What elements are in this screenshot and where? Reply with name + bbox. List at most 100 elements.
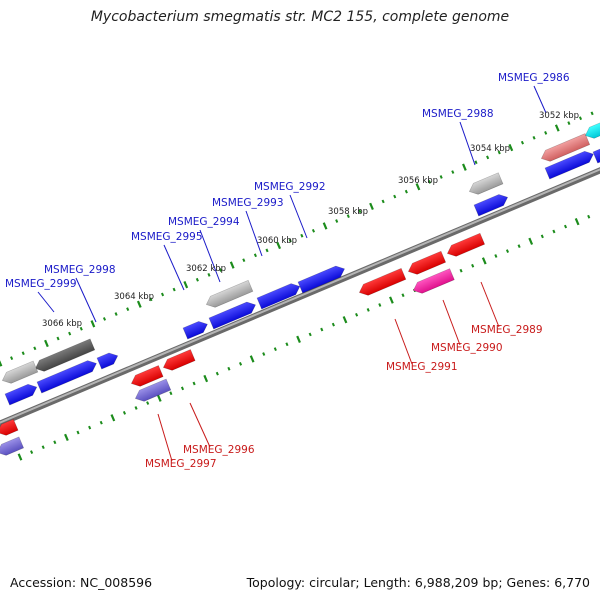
scale-tick: [76, 430, 80, 435]
gene-arrow: [96, 352, 119, 370]
scale-tick: [335, 219, 339, 223]
scale-tick: [219, 268, 223, 272]
scale-tick: [192, 381, 196, 386]
scale-tick: [528, 237, 534, 245]
gene-label: MSMEG_2999: [5, 278, 77, 290]
scale-tick: [99, 420, 103, 425]
scale-label: 3054 kbp: [470, 144, 510, 154]
gene-arrow: [544, 150, 594, 180]
gene-label: MSMEG_2991: [386, 361, 458, 373]
gene-arrow: [182, 321, 208, 340]
callout-line: [163, 244, 185, 291]
scale-tick: [249, 355, 255, 363]
scale-tick: [242, 258, 246, 263]
gene-block: [584, 120, 600, 139]
gene-block: [412, 268, 455, 294]
callout-line: [157, 413, 173, 462]
scale-tick: [497, 150, 501, 155]
scale-tick: [342, 316, 348, 324]
scale-tick: [358, 209, 362, 214]
gene-block: [540, 133, 591, 162]
scale-tick: [88, 425, 92, 430]
gene-arrow: [0, 418, 19, 436]
scale-tick: [563, 224, 568, 229]
callout-line: [394, 318, 413, 365]
scale-tick: [172, 287, 176, 292]
scale-tick: [404, 189, 408, 194]
scale-tick: [322, 222, 328, 230]
scale-tick: [134, 406, 138, 410]
scale-tick: [366, 308, 370, 312]
gene-arrow: [208, 301, 256, 330]
scale-tick: [462, 163, 467, 171]
accession-text: Accession: NC_008596: [10, 575, 153, 590]
genome-info-text: Topology: circular; Length: 6,988,209 bp…: [246, 575, 590, 590]
callout-line: [75, 277, 97, 323]
scale-tick: [459, 268, 463, 273]
scale-tick: [79, 326, 83, 331]
scale-tick: [114, 312, 118, 316]
callout-line: [37, 291, 55, 313]
gene-block: [0, 436, 25, 456]
scale-tick: [544, 131, 548, 135]
scale-tick: [30, 450, 34, 454]
scale-tick: [481, 257, 487, 265]
scale-tick: [369, 202, 374, 210]
genome-title: Mycobacterium smegmatis str. MC2 155, co…: [90, 9, 510, 25]
gene-label: MSMEG_2990: [431, 342, 503, 354]
scale-label: 3066 kbp: [42, 319, 82, 329]
gene-arrow: [473, 194, 509, 217]
gene-block: [134, 378, 172, 402]
scale-tick: [53, 440, 57, 445]
scale-tick: [494, 254, 498, 258]
scale-tick: [471, 263, 475, 268]
scale-tick: [68, 331, 72, 336]
scale-tick: [203, 374, 209, 383]
gene-arrow: [36, 360, 97, 394]
scale-label: 3060 kbp: [257, 236, 297, 246]
scale-tick: [428, 180, 432, 184]
gene-arrow: [407, 250, 447, 275]
scale-tick: [276, 241, 282, 250]
scale-tick: [311, 228, 316, 233]
scale-label: 3058 kbp: [328, 207, 368, 217]
gene-arrow: [297, 265, 345, 294]
scale-tick: [21, 351, 25, 356]
scale-tick: [381, 199, 385, 204]
scale-tick: [520, 140, 524, 145]
gene-label: MSMEG_2988: [422, 108, 494, 120]
gene-block: [468, 172, 504, 195]
scale-tick: [389, 296, 394, 304]
callout-line: [245, 210, 263, 257]
scale-tick: [378, 303, 382, 307]
gene-arrow: [358, 267, 407, 296]
callout-line: [533, 85, 547, 114]
scale-tick: [517, 244, 521, 249]
scale-tick: [320, 327, 324, 332]
scale-tick: [122, 411, 127, 415]
scale-tick: [346, 214, 350, 218]
scale-tick: [56, 336, 60, 341]
scale-tick: [160, 292, 165, 297]
scale-tick: [567, 121, 571, 125]
scale-tick: [474, 160, 478, 165]
callout-line: [189, 402, 211, 448]
scale-tick: [136, 300, 142, 308]
scale-label: 3064 kbp: [114, 292, 154, 302]
scale-tick: [227, 366, 231, 371]
genome-backbone-highlight: [0, 168, 600, 424]
gene-arrow: [446, 232, 486, 257]
scale-tick: [415, 183, 421, 191]
gene-label: MSMEG_2998: [44, 264, 116, 276]
gene-arrow: [130, 365, 164, 387]
scale-tick: [146, 401, 150, 405]
gene-arrow: [256, 283, 301, 310]
scale-label: 3052 kbp: [539, 111, 579, 121]
scale-tick: [574, 218, 580, 226]
gene-label: MSMEG_2992: [254, 181, 326, 193]
gene-arrow: [592, 146, 600, 164]
scale-tick: [33, 346, 37, 351]
callout-line: [480, 281, 500, 328]
scale-tick: [355, 312, 359, 317]
